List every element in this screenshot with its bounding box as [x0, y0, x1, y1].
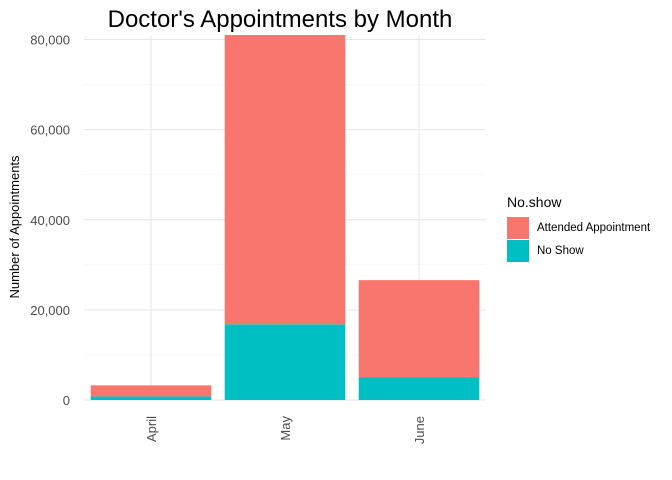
y-axis-label: Number of Appointments: [7, 155, 22, 299]
y-axis-ticks: 0 20,000 40,000 60,000 80,000: [30, 33, 70, 408]
bars: [90, 35, 480, 400]
chart-title: Doctor's Appointments by Month: [107, 6, 453, 33]
x-tick-label: April: [144, 416, 159, 442]
legend-swatch-no-show: [507, 239, 529, 262]
x-tick-label: May: [278, 416, 293, 441]
x-axis-ticks: April May June: [144, 416, 427, 445]
y-tick-label: 60,000: [30, 123, 70, 138]
bar-may-attended-appointment: [224, 35, 346, 325]
bar-june-no-show: [358, 377, 480, 400]
legend-item-attended: Attended Appointment: [507, 216, 650, 239]
legend-item-no-show: No Show: [507, 239, 650, 262]
legend-label-attended: Attended Appointment: [537, 221, 651, 234]
y-tick-label: 40,000: [30, 213, 70, 228]
x-tick-label: June: [412, 416, 427, 444]
bar-may-no-show: [224, 324, 346, 400]
y-tick-label: 20,000: [30, 303, 70, 318]
legend-swatch-attended: [507, 216, 529, 239]
bar-june-attended-appointment: [358, 280, 480, 378]
legend-label-no-show: No Show: [537, 244, 584, 257]
y-tick-label: 80,000: [30, 33, 70, 48]
legend-title: No.show: [507, 194, 562, 210]
y-tick-label: 0: [63, 393, 70, 408]
legend: No.show Attended Appointment No Show: [507, 194, 650, 262]
bar-april-no-show: [90, 396, 212, 400]
bar-april-attended-appointment: [90, 385, 212, 397]
